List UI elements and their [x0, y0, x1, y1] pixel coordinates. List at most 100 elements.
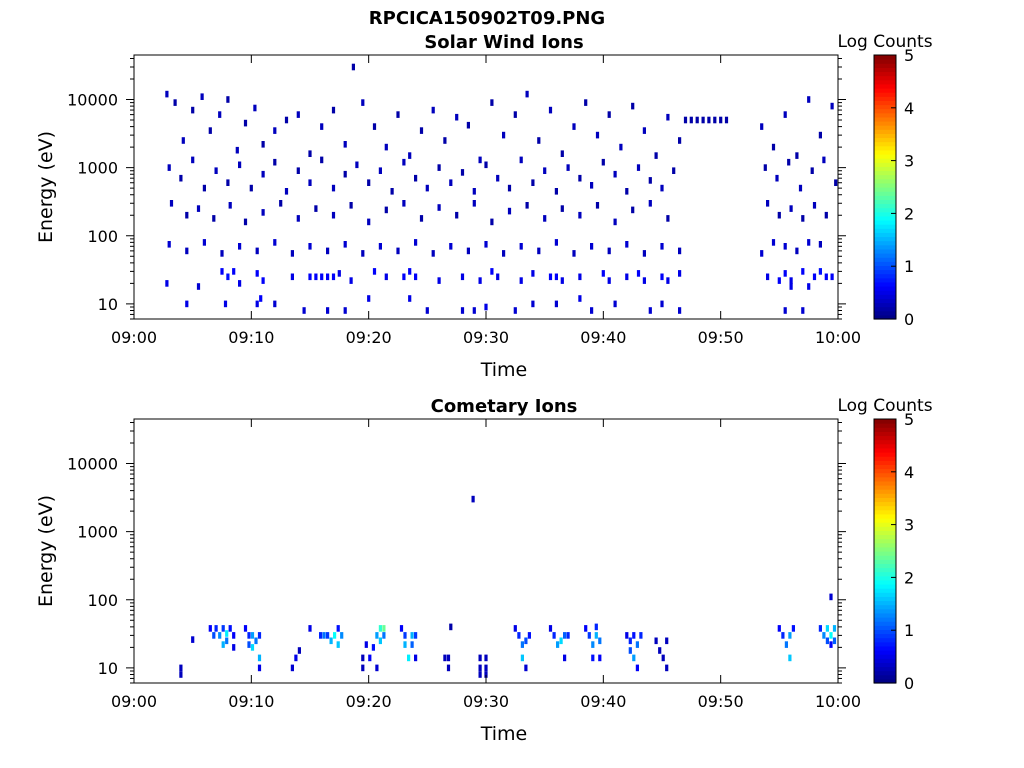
- colorbar-step: [874, 427, 896, 432]
- data-cell: [543, 167, 547, 174]
- data-cell: [308, 273, 312, 281]
- data-cell: [455, 211, 459, 219]
- x-tick-label: 09:10: [228, 328, 274, 347]
- data-cell: [273, 239, 277, 246]
- data-cell: [384, 273, 388, 281]
- data-cell: [250, 644, 255, 651]
- y-tick-label: 1000: [77, 523, 118, 542]
- data-cell: [208, 127, 212, 134]
- colorbar-tick-label: 5: [904, 46, 914, 65]
- data-cell: [322, 632, 326, 639]
- data-cell: [449, 623, 453, 631]
- data-cell: [783, 111, 787, 118]
- colorbar-step: [874, 629, 896, 635]
- data-cell: [331, 184, 336, 192]
- colorbar-step: [874, 63, 896, 68]
- data-cell: [296, 111, 300, 118]
- colorbar-step: [874, 67, 896, 73]
- data-cell: [678, 270, 682, 277]
- colorbar-step: [874, 538, 896, 544]
- colorbar-step: [874, 191, 896, 196]
- data-cell: [566, 632, 570, 639]
- data-cell: [472, 188, 476, 195]
- data-cell: [297, 647, 301, 654]
- data-cell: [431, 250, 435, 257]
- data-cell: [250, 632, 255, 639]
- data-cell: [520, 641, 524, 648]
- data-cell: [607, 247, 611, 255]
- data-cell: [590, 182, 594, 189]
- colorbar-step: [874, 248, 896, 254]
- data-cell: [191, 156, 195, 164]
- data-cell: [807, 239, 811, 246]
- colorbar-step: [874, 100, 896, 106]
- data-cell: [507, 184, 512, 192]
- data-cell: [302, 307, 306, 314]
- x-tick-label: 09:40: [580, 328, 626, 347]
- data-cell: [372, 268, 377, 275]
- data-cell: [326, 307, 330, 314]
- colorbar-step: [874, 579, 896, 585]
- colorbar-step: [874, 678, 896, 684]
- x-tick-label: 09:00: [111, 692, 157, 711]
- data-cell: [191, 636, 195, 643]
- colorbar-step: [874, 125, 896, 130]
- data-cell: [812, 273, 817, 281]
- x-axis-label: Time: [480, 359, 528, 381]
- data-cell: [179, 671, 183, 678]
- data-cell: [378, 167, 382, 174]
- x-tick-label: 09:30: [463, 692, 509, 711]
- data-cell: [666, 113, 670, 121]
- data-cell: [490, 99, 494, 106]
- data-cell: [661, 654, 665, 662]
- colorbar-step: [874, 534, 896, 540]
- data-cell: [517, 632, 521, 639]
- data-cell: [320, 123, 324, 130]
- data-cell: [185, 300, 189, 308]
- panel-2: 09:00 09:10 09:20 09:30 09:40 09:50 10:0010100…: [35, 396, 933, 745]
- data-cell: [678, 247, 682, 255]
- data-cell: [822, 156, 826, 164]
- data-cell: [552, 632, 556, 639]
- data-cell: [361, 99, 365, 106]
- data-cell: [167, 164, 171, 171]
- data-cell: [378, 637, 382, 645]
- colorbar-step: [874, 178, 896, 184]
- colorbar-step: [874, 314, 896, 320]
- colorbar-step: [874, 571, 896, 577]
- data-cell: [789, 277, 793, 284]
- data-cell: [590, 307, 594, 314]
- data-cell: [658, 647, 662, 654]
- data-cell: [678, 137, 682, 144]
- data-cell: [666, 215, 670, 222]
- colorbar-step: [874, 240, 896, 246]
- colorbar-step: [874, 261, 896, 266]
- colorbar-step: [874, 96, 896, 101]
- data-cell: [628, 647, 632, 654]
- y-axis-label: Energy (eV): [35, 131, 57, 243]
- colorbar-tick-label: 3: [904, 152, 914, 171]
- colorbar-step: [874, 286, 896, 291]
- data-cell: [232, 632, 236, 639]
- data-cell: [308, 150, 312, 157]
- data-cell: [336, 641, 340, 648]
- colorbar-step: [874, 158, 896, 163]
- data-cell: [372, 123, 377, 130]
- data-cell: [484, 303, 488, 311]
- colorbar-step: [874, 435, 896, 441]
- colorbar-step: [874, 567, 896, 573]
- data-cell: [766, 200, 770, 207]
- data-cell: [196, 205, 201, 212]
- colorbar-step: [874, 596, 896, 602]
- colorbar-step: [874, 220, 896, 225]
- colorbar-step: [874, 257, 896, 262]
- colorbar-step: [874, 141, 896, 147]
- panels: 09:00 09:10 09:20 09:30 09:40 09:50 10:0010100…: [35, 32, 933, 745]
- colorbar-step: [874, 108, 896, 114]
- data-cell: [829, 641, 833, 648]
- data-cell: [771, 143, 776, 151]
- colorbar-step: [874, 423, 896, 428]
- data-cell: [196, 283, 201, 290]
- data-cell: [279, 200, 283, 207]
- data-cell: [654, 152, 658, 159]
